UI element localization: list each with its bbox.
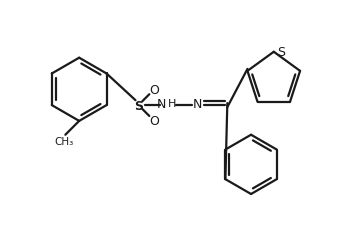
Text: S: S bbox=[134, 99, 143, 112]
Text: CH₃: CH₃ bbox=[55, 136, 74, 146]
Text: O: O bbox=[149, 84, 159, 96]
Text: H: H bbox=[168, 99, 176, 109]
Text: N: N bbox=[193, 97, 203, 110]
Text: N: N bbox=[157, 97, 166, 110]
Text: S: S bbox=[277, 46, 285, 59]
Text: O: O bbox=[149, 115, 159, 128]
